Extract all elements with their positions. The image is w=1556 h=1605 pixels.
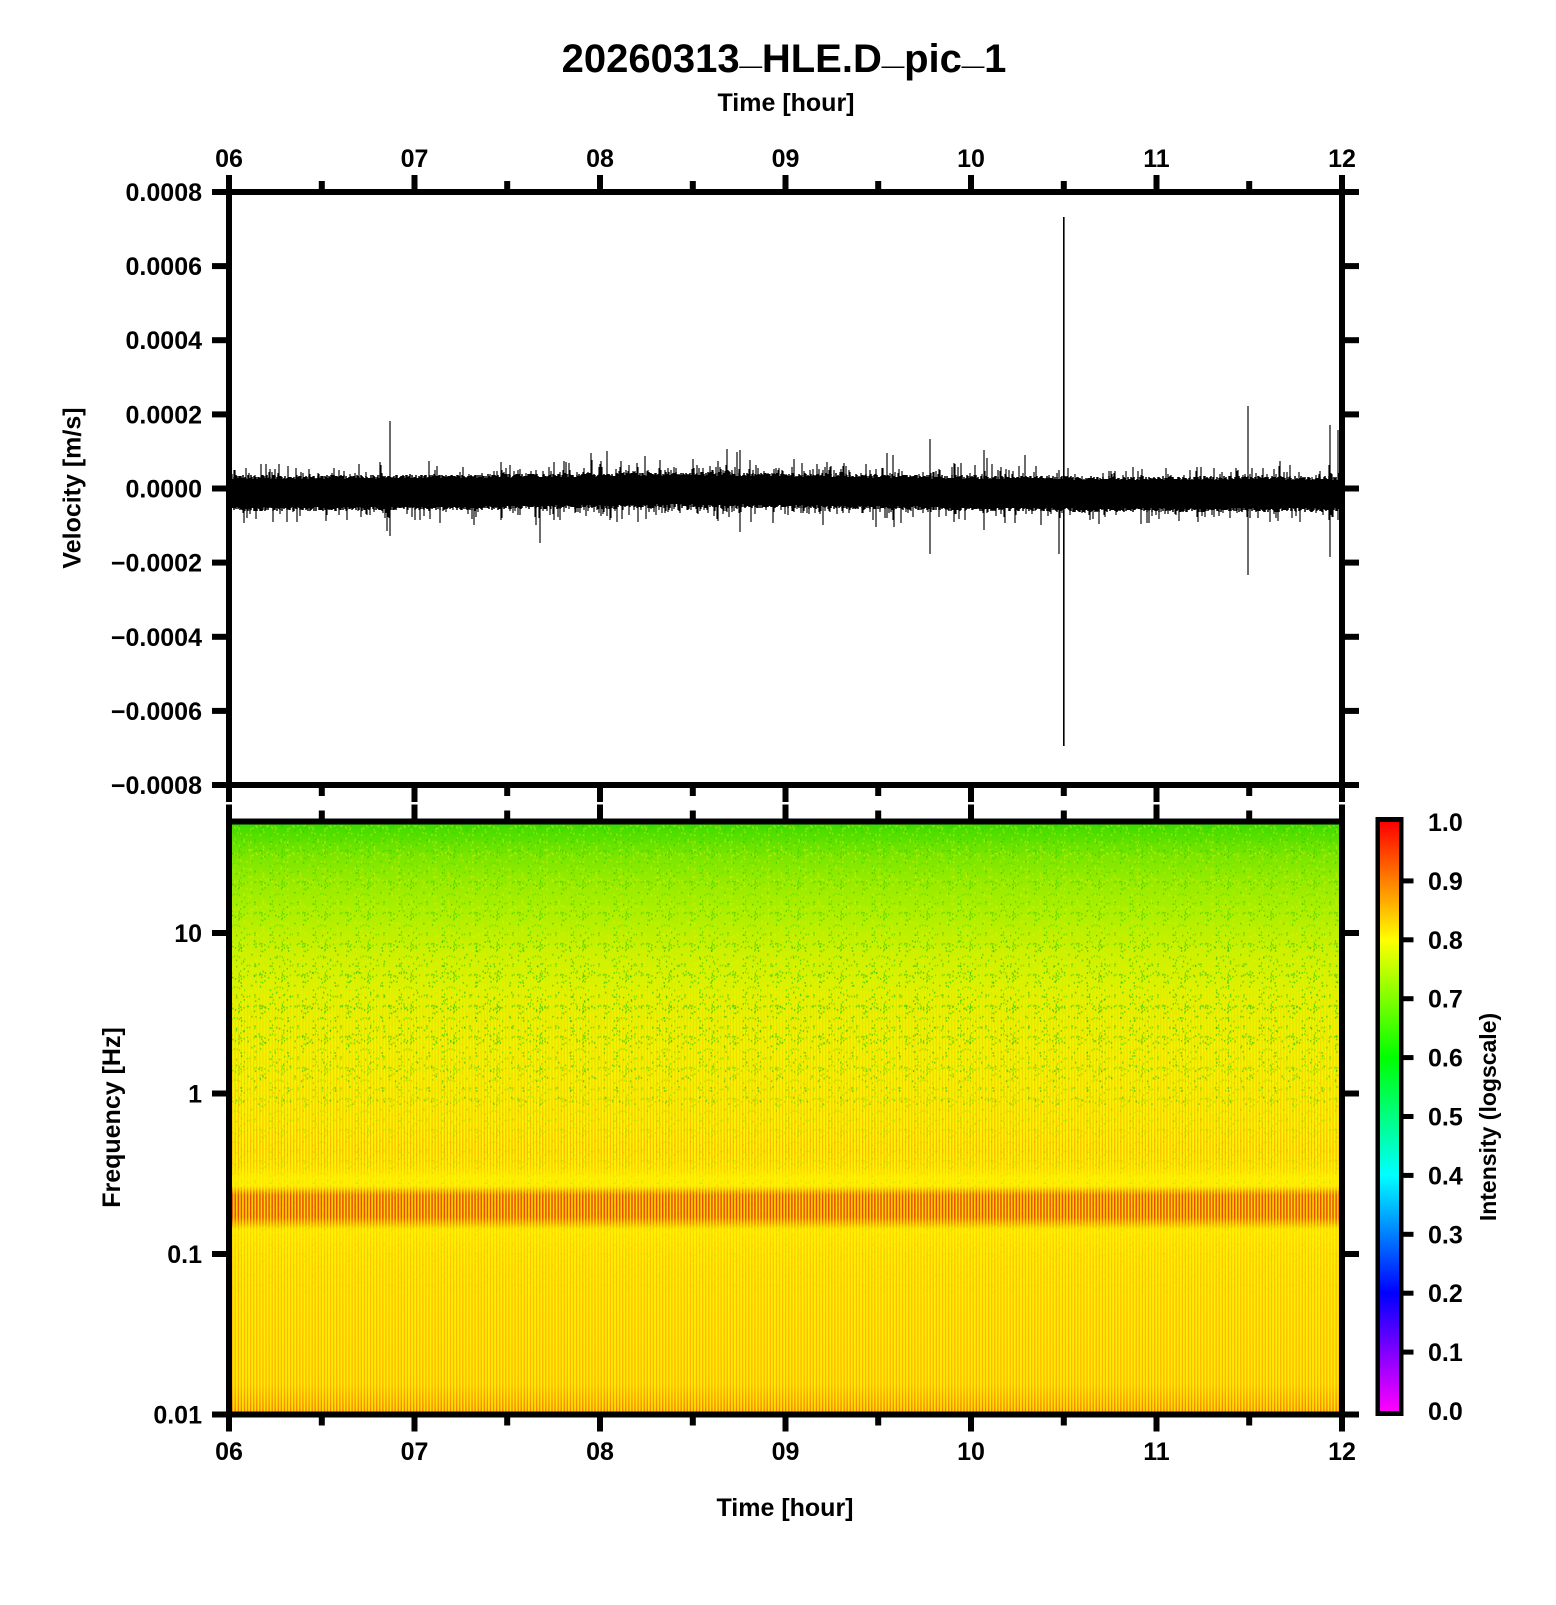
svg-text:0.0: 0.0 bbox=[1428, 1398, 1463, 1426]
svg-text:07: 07 bbox=[401, 1438, 429, 1466]
svg-text:10: 10 bbox=[957, 1438, 985, 1466]
svg-text:Frequency [Hz]: Frequency [Hz] bbox=[98, 1027, 126, 1208]
svg-text:06: 06 bbox=[215, 145, 243, 173]
svg-text:10: 10 bbox=[957, 145, 985, 173]
svg-text:1.0: 1.0 bbox=[1428, 809, 1463, 837]
svg-text:0.0002: 0.0002 bbox=[126, 401, 202, 429]
svg-text:12: 12 bbox=[1328, 145, 1356, 173]
svg-text:−0.0004: −0.0004 bbox=[111, 624, 202, 652]
svg-text:0.9: 0.9 bbox=[1428, 868, 1463, 896]
svg-text:07: 07 bbox=[401, 145, 429, 173]
svg-text:11: 11 bbox=[1143, 1438, 1170, 1466]
svg-text:Time [hour]: Time [hour] bbox=[716, 1494, 853, 1522]
svg-text:Intensity (logscale): Intensity (logscale) bbox=[1475, 1013, 1501, 1221]
svg-text:0.0006: 0.0006 bbox=[126, 253, 202, 281]
svg-text:0.6: 0.6 bbox=[1428, 1045, 1463, 1073]
svg-text:09: 09 bbox=[772, 1438, 800, 1466]
svg-text:0.1: 0.1 bbox=[167, 1241, 202, 1269]
svg-text:0.0008: 0.0008 bbox=[126, 179, 203, 207]
svg-text:0.2: 0.2 bbox=[1428, 1280, 1463, 1308]
svg-text:−0.0002: −0.0002 bbox=[111, 550, 202, 578]
svg-text:−0.0008: −0.0008 bbox=[111, 772, 202, 800]
svg-text:0.1: 0.1 bbox=[1428, 1339, 1463, 1367]
svg-text:20260313_HLE.D_pic_1: 20260313_HLE.D_pic_1 bbox=[562, 28, 1007, 81]
svg-text:08: 08 bbox=[586, 1438, 614, 1466]
svg-text:Time [hour]: Time [hour] bbox=[717, 89, 854, 117]
svg-text:12: 12 bbox=[1328, 1438, 1356, 1466]
svg-text:11: 11 bbox=[1143, 145, 1170, 173]
svg-text:0.4: 0.4 bbox=[1428, 1162, 1463, 1190]
svg-text:1: 1 bbox=[188, 1081, 202, 1109]
svg-text:0.7: 0.7 bbox=[1428, 986, 1463, 1014]
svg-text:0.3: 0.3 bbox=[1428, 1221, 1463, 1249]
svg-text:−0.0006: −0.0006 bbox=[111, 698, 202, 726]
svg-text:06: 06 bbox=[215, 1438, 243, 1466]
svg-text:Velocity [m/s]: Velocity [m/s] bbox=[59, 407, 87, 568]
svg-text:10: 10 bbox=[174, 920, 202, 948]
svg-text:0.01: 0.01 bbox=[153, 1402, 202, 1430]
svg-text:0.8: 0.8 bbox=[1428, 927, 1463, 955]
svg-text:0.0004: 0.0004 bbox=[126, 327, 203, 355]
svg-text:0.0000: 0.0000 bbox=[126, 476, 202, 504]
svg-text:0.5: 0.5 bbox=[1428, 1104, 1463, 1132]
svg-text:09: 09 bbox=[772, 145, 800, 173]
svg-text:08: 08 bbox=[586, 145, 614, 173]
